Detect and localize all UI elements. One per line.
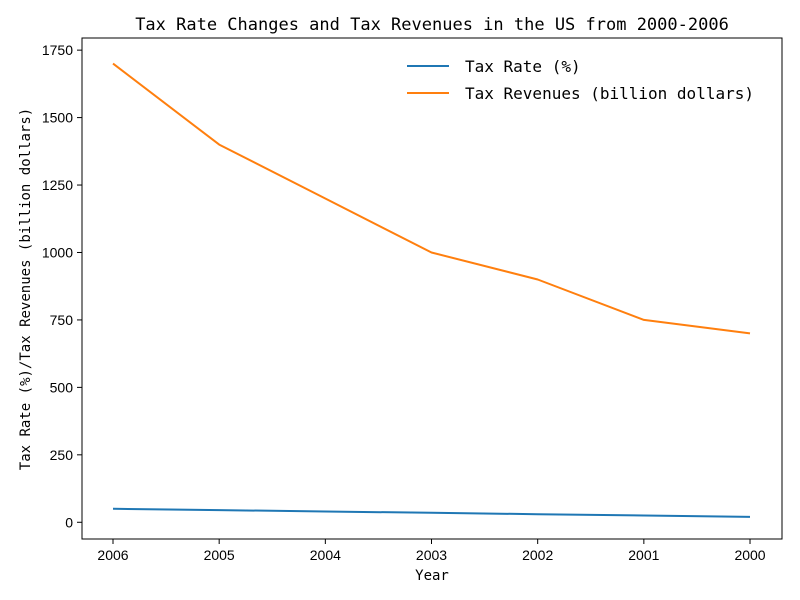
x-tick-label: 2006 [97,547,128,563]
y-tick-label: 0 [65,514,73,530]
x-tick-label: 2004 [310,547,341,563]
legend-label-1: Tax Revenues (billion dollars) [465,84,754,103]
x-tick-label: 2000 [734,547,765,563]
y-tick-label: 750 [50,312,74,328]
x-tick-label: 2003 [416,547,447,563]
y-tick-label: 1000 [42,244,73,260]
series-line-1 [112,62,751,335]
x-tick-label: 2001 [628,547,659,563]
plot-area-frame [81,37,783,540]
y-axis-ticks: 0 250 500 750 1000 1250 1500 1750 [42,42,82,530]
series-lines [112,62,751,518]
y-tick-label: 250 [50,447,74,463]
series-line-0 [112,507,751,518]
y-axis-label: Tax Rate (%)/Tax Revenues (billion dolla… [18,108,34,470]
y-tick-label: 1250 [42,177,73,193]
chart-title: Tax Rate Changes and Tax Revenues in the… [135,15,729,35]
y-tick-label: 1750 [42,42,73,58]
y-tick-label: 500 [50,379,74,395]
x-tick-label: 2002 [522,547,553,563]
x-axis-ticks: 2006 2005 2004 2003 2002 2001 2000 [97,539,766,563]
y-tick-label: 1500 [42,110,73,126]
legend: Tax Rate (%) Tax Revenues (billion dollar… [407,57,754,103]
x-tick-label: 2005 [204,547,235,563]
legend-label-0: Tax Rate (%) [465,57,581,76]
x-axis-label: Year [415,568,449,584]
